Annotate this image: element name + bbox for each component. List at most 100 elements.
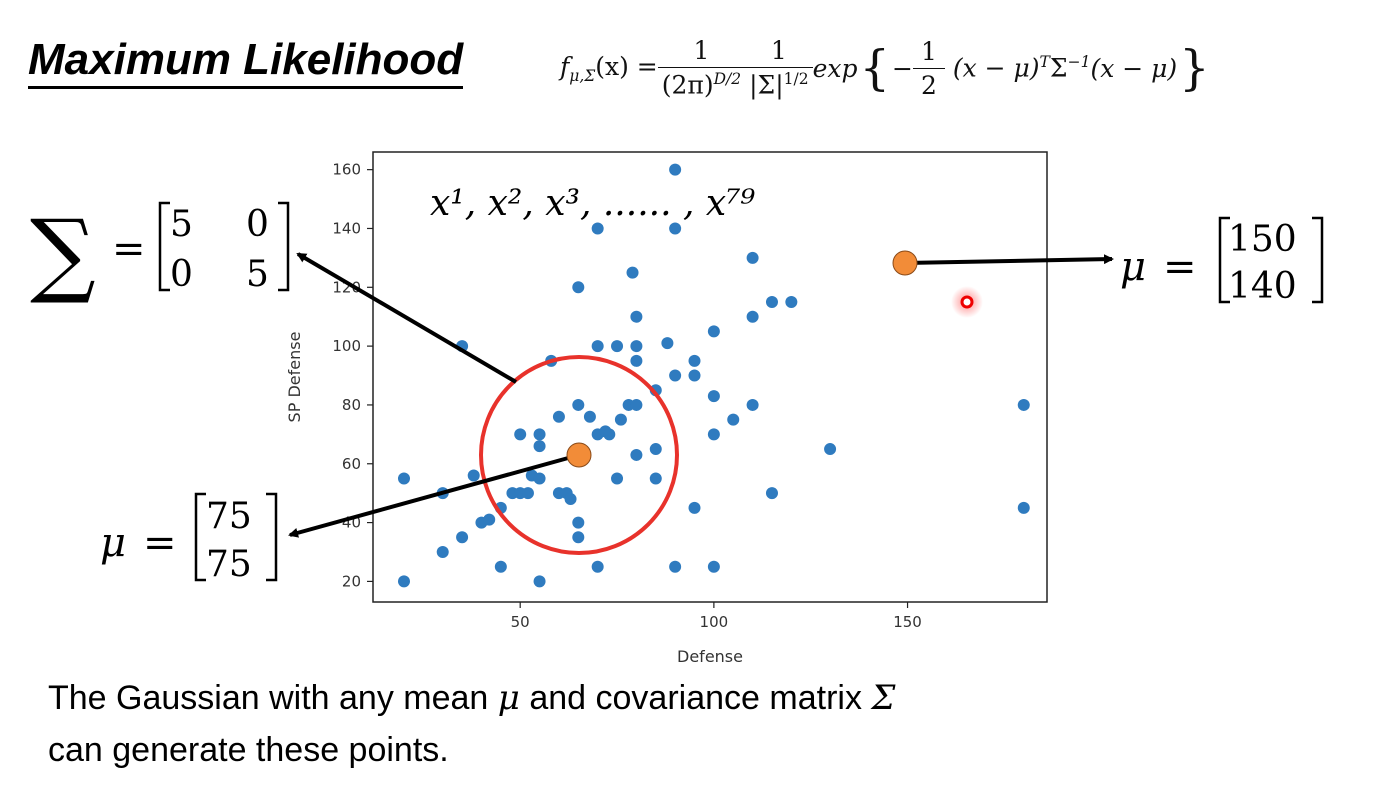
scatter-point — [707, 390, 720, 403]
scatter-point — [533, 472, 546, 485]
x-tick-label: 150 — [893, 613, 922, 631]
scatter-point — [824, 443, 837, 456]
formula-brace-open: { — [859, 40, 891, 96]
mu-right-annotation: μ = 150 140 — [1120, 216, 1324, 307]
y-tick-label: 20 — [342, 572, 361, 590]
sigma-symbol: ∑ — [30, 200, 96, 307]
mu-left-annotation: μ = 75 75 — [100, 492, 278, 585]
scatter-point — [564, 493, 577, 506]
mu-right-bracket-left — [1218, 216, 1230, 304]
scatter-point — [661, 337, 674, 350]
scatter-points — [397, 163, 1030, 588]
y-tick-label: 60 — [342, 455, 361, 473]
sample-sequence-label: x¹, x², x³, ...... , x⁷⁹ — [430, 183, 756, 224]
sigma-bracket-right — [278, 201, 290, 292]
scatter-point — [707, 428, 720, 441]
scatter-point — [707, 560, 720, 573]
scatter-point — [669, 560, 682, 573]
scatter-point — [649, 443, 662, 456]
gaussian-formula: fμ,Σ(x) = 1 (2π)D/2 1 |Σ|1/2 exp { − 1 2… — [560, 20, 1212, 116]
scatter-point — [591, 340, 604, 353]
mu-right-point — [892, 250, 918, 276]
formula-quad-b: (x − μ) — [1090, 53, 1178, 83]
scatter-point — [688, 501, 701, 514]
scatter-point — [591, 222, 604, 235]
formula-brace-close: } — [1179, 40, 1210, 96]
scatter-point — [591, 560, 604, 573]
y-axis-label: SP Defense — [285, 332, 304, 423]
scatter-point — [614, 413, 627, 426]
scatter-point — [572, 398, 585, 411]
scatter-point — [436, 546, 449, 558]
scatter-point — [626, 266, 639, 279]
mu-left-symbol: μ — [100, 520, 126, 566]
scatter-point — [552, 410, 565, 423]
formula-exp: exp — [812, 53, 858, 83]
mu-left-vector-entry: 75 — [206, 496, 252, 537]
y-tick-label: 80 — [342, 396, 361, 414]
scatter-point — [483, 513, 496, 526]
scatter-point — [397, 472, 410, 485]
cursor-indicator — [951, 286, 983, 318]
sigma-equals: = — [112, 226, 146, 272]
arrow-to-sigma — [296, 252, 518, 384]
formula-sigma-inv: Σ−1 — [1049, 53, 1091, 83]
formula-frac-1: 1 (2π)D/2 — [657, 36, 746, 100]
mu-left-bracket-right — [266, 492, 278, 582]
scatter-point — [669, 369, 682, 382]
y-tick-label: 120 — [332, 278, 361, 296]
scatter-point — [765, 487, 778, 500]
x-axis-label: Defense — [677, 647, 743, 666]
scatter-point — [630, 398, 643, 411]
scatter-point — [521, 487, 534, 500]
mu-left-equals: = — [143, 520, 177, 566]
formula-frac-3: 1 2 — [912, 37, 945, 100]
scatter-point — [746, 398, 759, 411]
x-tick-label: 50 — [511, 613, 530, 631]
scatter-point — [727, 413, 740, 426]
scatter-point — [533, 575, 546, 588]
plot-area-frame — [372, 151, 1048, 603]
scatter-point — [572, 516, 585, 529]
scatter-point — [630, 448, 643, 461]
scatter-point — [669, 222, 682, 235]
mu-right-vector-entry: 150 — [1228, 219, 1297, 260]
scatter-point — [785, 296, 798, 308]
scatter-point — [1017, 501, 1030, 514]
scatter-point — [688, 354, 701, 367]
mu-right-equals: = — [1163, 244, 1197, 290]
scatter-point — [611, 340, 624, 353]
y-tick-label: 100 — [332, 337, 361, 355]
scatter-point — [494, 560, 507, 573]
y-tick-label: 140 — [332, 219, 361, 237]
formula-minus: − — [892, 53, 913, 83]
scatter-point — [514, 428, 527, 441]
scatter-point — [572, 281, 585, 294]
mu-right-symbol: μ — [1120, 244, 1146, 290]
scatter-point — [746, 251, 759, 264]
covariance-circle — [479, 355, 679, 555]
sigma-matrix-cell: 0 — [246, 204, 269, 245]
scatter-point — [533, 440, 546, 453]
mu-right-vector-entry: 140 — [1228, 266, 1297, 307]
slide-caption: The Gaussian with any mean μ and covaria… — [48, 672, 895, 776]
scatter-point — [611, 472, 624, 485]
mu-left-vector-entry: 75 — [206, 544, 252, 585]
slide-title: Maximum Likelihood — [28, 35, 464, 90]
scatter-point — [467, 469, 480, 482]
scatter-point — [630, 310, 643, 323]
scatter-point — [688, 369, 701, 382]
caption-line-2: can generate these points. — [48, 731, 449, 769]
scatter-point — [707, 325, 720, 338]
arrow-to-mu-right — [904, 254, 1114, 265]
scatter-point — [583, 410, 596, 423]
sigma-matrix-annotation: ∑ = 5 0 0 5 — [30, 200, 290, 307]
sigma-matrix-cell: 5 — [170, 204, 193, 245]
sigma-matrix-cell: 0 — [170, 254, 193, 295]
scatter-point — [533, 428, 546, 441]
scatter-point — [397, 575, 410, 588]
scatter-point — [765, 296, 778, 308]
x-tick-label: 100 — [700, 613, 729, 631]
